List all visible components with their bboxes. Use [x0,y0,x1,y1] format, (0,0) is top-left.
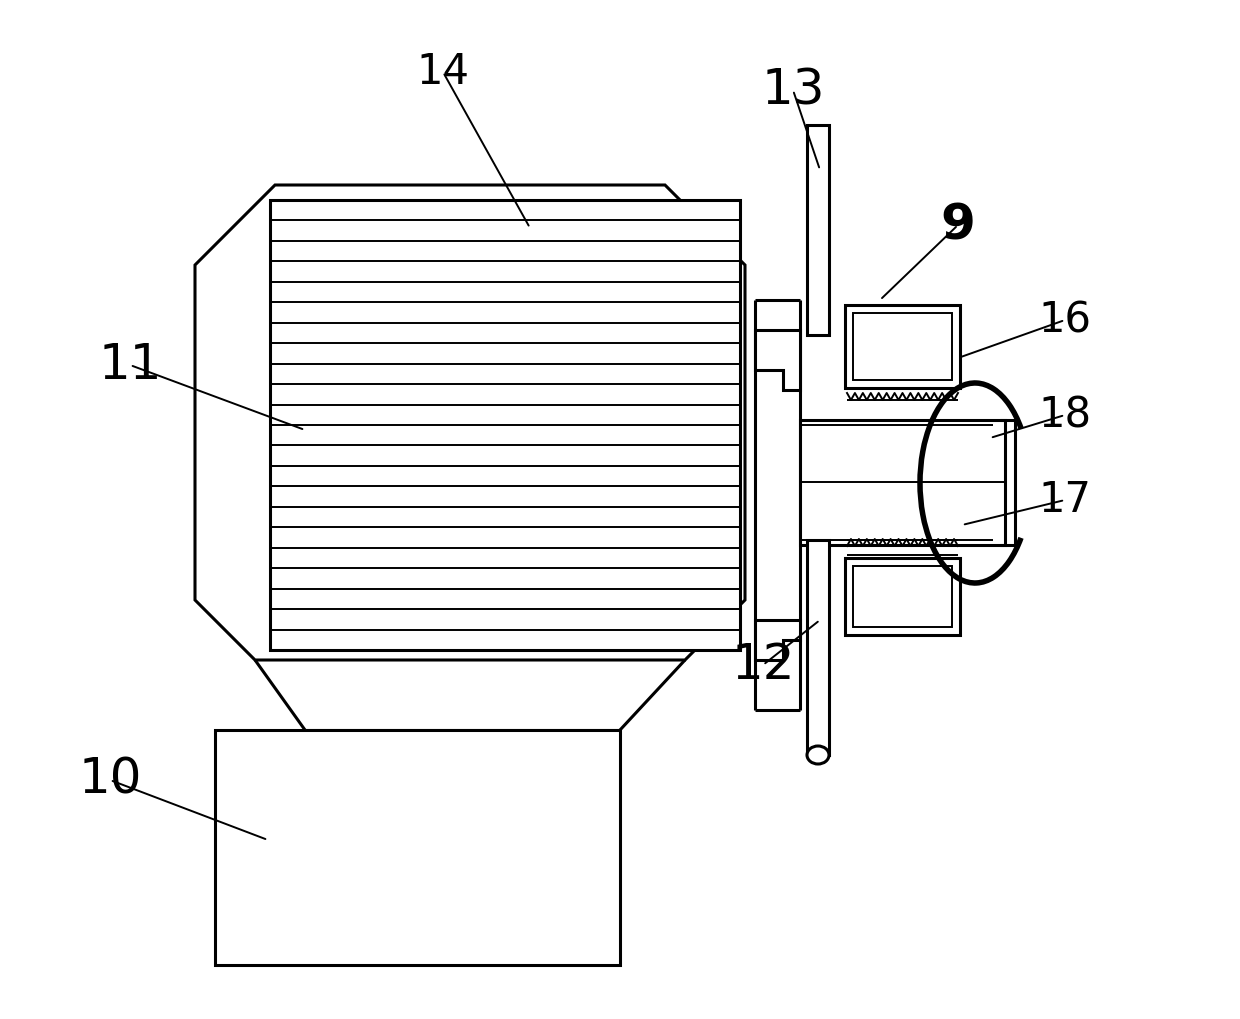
Text: 14: 14 [417,51,470,93]
Bar [844,558,960,635]
Polygon shape [755,330,800,390]
Text: 17: 17 [1039,479,1091,521]
Text: 11: 11 [98,341,161,389]
Bar [800,420,1004,545]
Polygon shape [755,620,800,660]
Text: 13: 13 [761,66,825,114]
Bar [215,730,620,965]
Text: 10: 10 [78,756,141,804]
Bar [853,566,952,627]
Bar [807,125,830,335]
Bar [853,313,952,380]
Ellipse shape [807,746,830,764]
Polygon shape [195,185,745,660]
Bar [270,200,740,650]
Text: 9: 9 [941,201,976,249]
Text: 18: 18 [1038,394,1091,436]
Bar [844,305,960,388]
Text: 12: 12 [732,641,795,689]
Bar [807,540,830,755]
Text: 16: 16 [1039,299,1091,341]
